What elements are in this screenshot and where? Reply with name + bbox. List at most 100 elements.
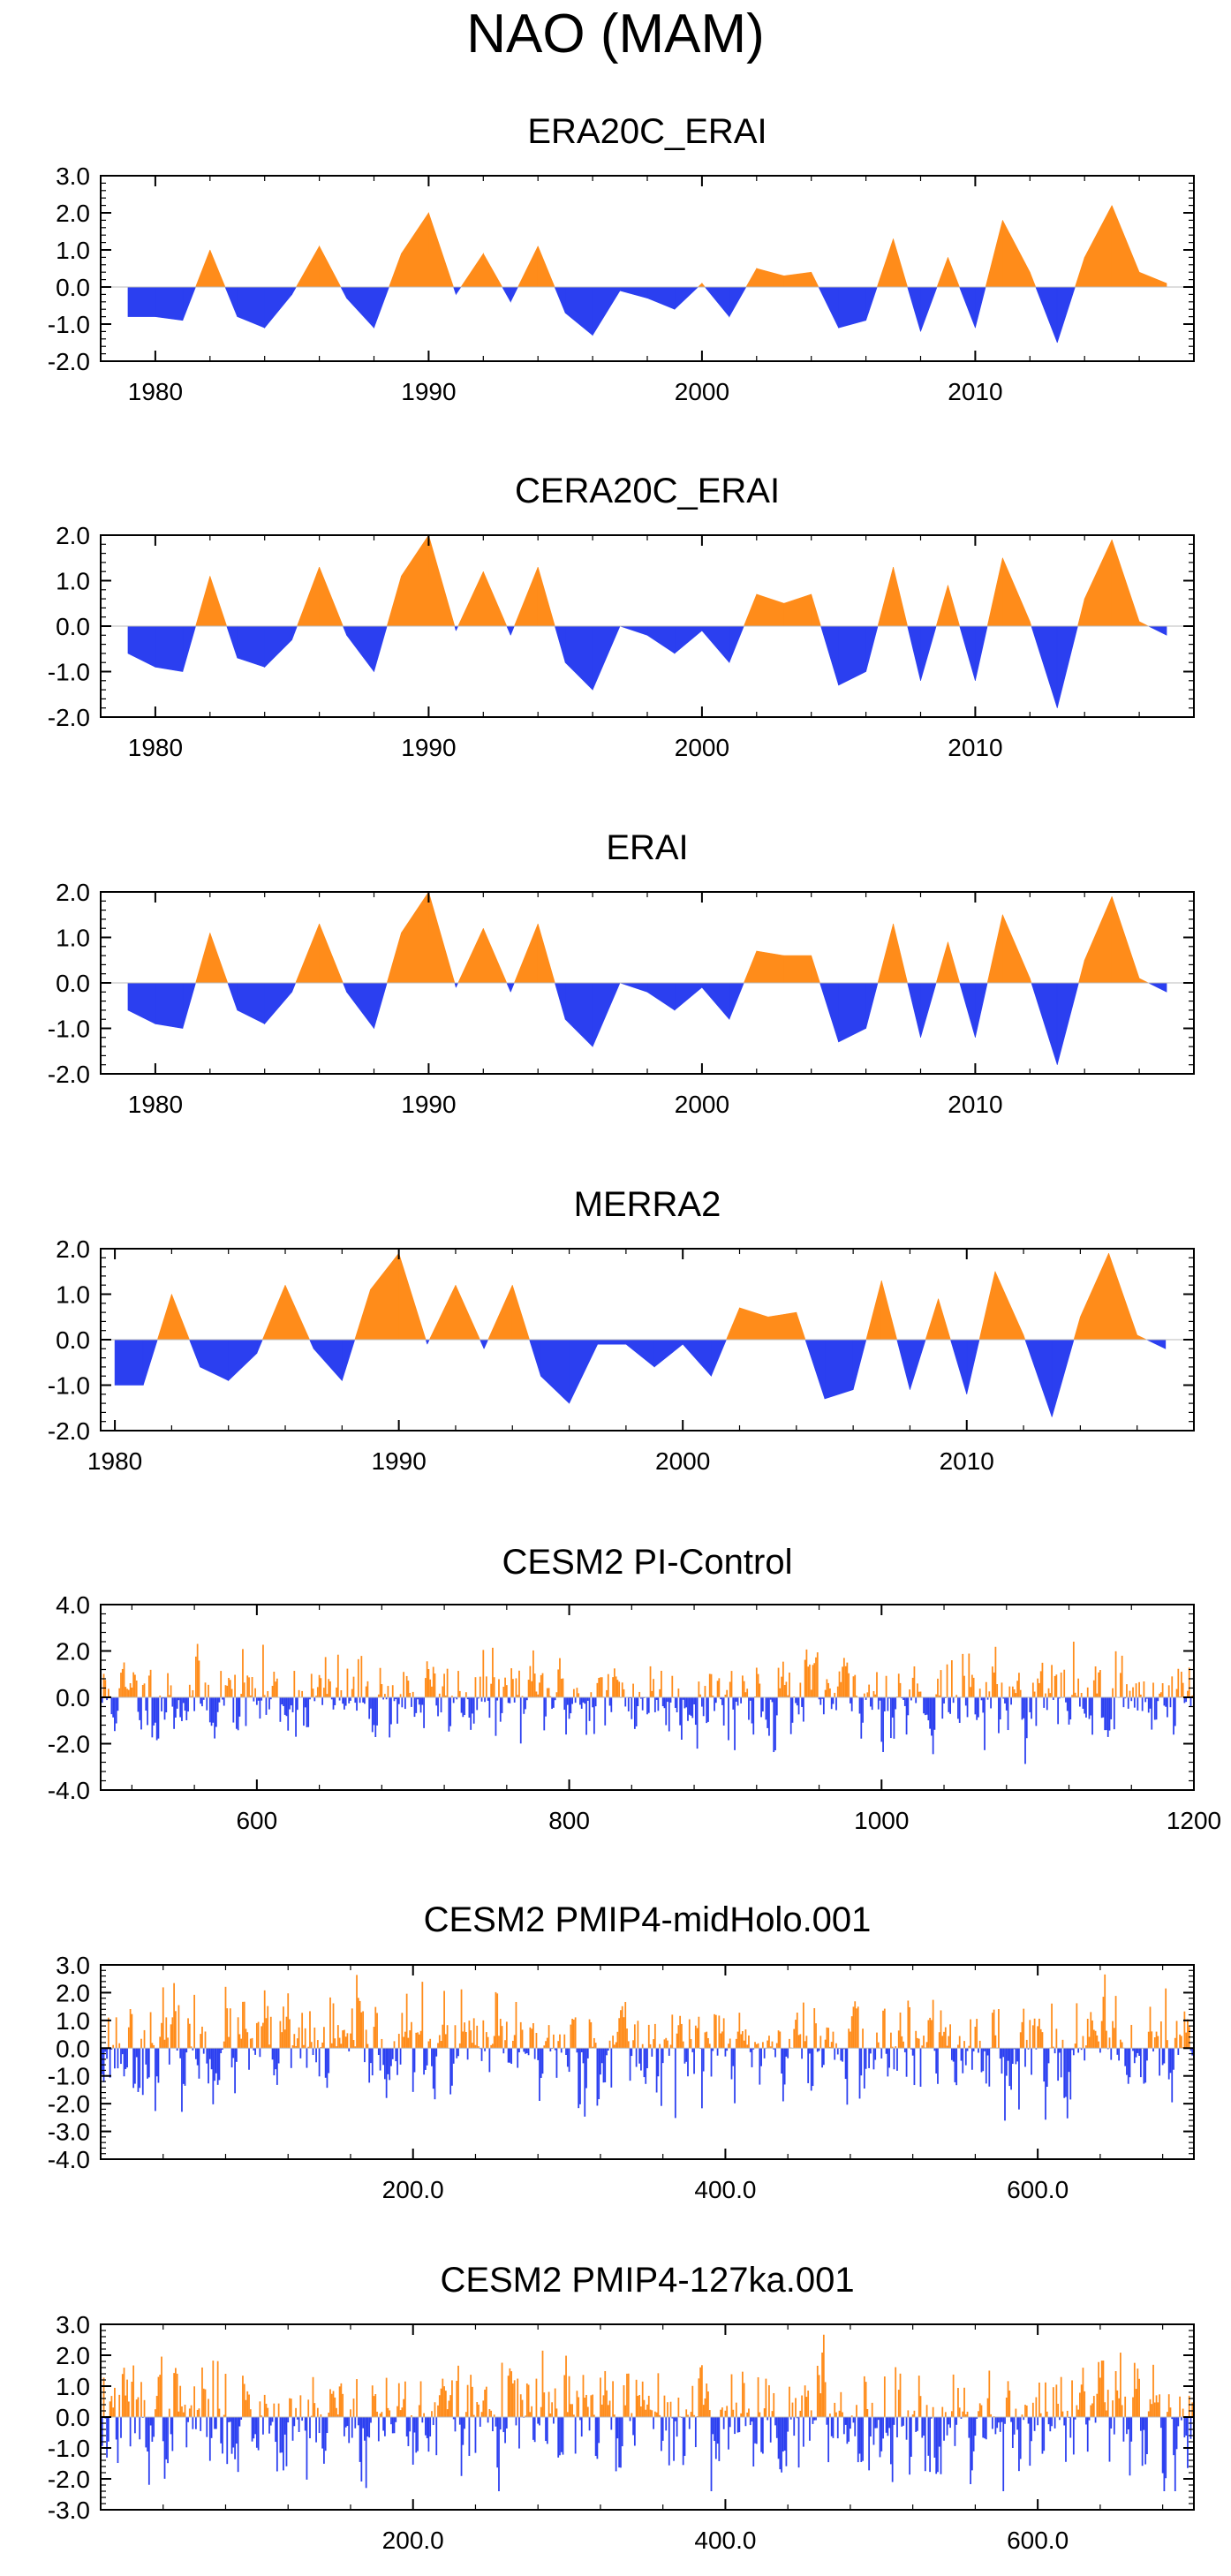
positive-bar [631,2413,633,2417]
negative-bar [396,2048,398,2075]
positive-bar [464,1692,467,1697]
positive-bar [517,2378,519,2417]
positive-bar [907,2000,910,2049]
negative-bar [283,2417,286,2435]
positive-bar [1182,2047,1184,2049]
negative-bar [220,2048,223,2054]
negative-bar [279,1697,282,1722]
negative-bar [984,2417,986,2439]
negative-bar [215,2417,217,2429]
positive-bar [293,1671,296,1697]
positive-bar [724,2410,727,2417]
positive-bar [115,2017,117,2049]
positive-bar [496,1993,499,2049]
positive-bar [531,2406,533,2417]
positive-bar [507,2376,510,2417]
negative-bar [957,1697,959,1719]
positive-area-segment [457,571,484,627]
negative-bar [863,2048,865,2089]
negative-bar [693,1697,695,1705]
positive-bar [485,2386,487,2417]
negative-bar [448,1697,450,1732]
positive-bar [1102,2361,1105,2417]
positive-bar [336,2407,337,2417]
negative-bar [220,2417,223,2444]
positive-bar [307,2046,310,2049]
negative-bar [948,2417,950,2425]
positive-area-segment [537,246,555,288]
negative-bar [1005,2048,1008,2076]
positive-bar [909,2006,911,2049]
negative-bar [950,2048,953,2060]
negative-bar [389,1697,391,1738]
positive-bar [1072,1641,1075,1697]
negative-bar [789,1697,792,1734]
negative-bar [458,2417,461,2425]
positive-bar [856,2008,857,2049]
positive-bar [329,1681,331,1697]
negative-area-segment [619,982,648,993]
positive-bar [1112,1688,1114,1697]
positive-bar [707,2391,709,2417]
positive-bar [498,2036,500,2049]
positive-area-segment [401,212,429,288]
negative-bar [1071,2048,1073,2051]
positive-bar [237,2017,239,2049]
negative-bar [342,1697,344,1704]
positive-area-segment [1084,896,1113,984]
negative-bar [488,1697,491,1719]
positive-bar [799,1682,802,1697]
negative-bar [502,2048,505,2054]
negative-bar [618,2417,621,2468]
negative-area-segment [506,625,511,636]
positive-bar [409,1692,412,1697]
positive-bar [836,1686,839,1697]
negative-bar [1059,1697,1061,1699]
positive-bar [295,2407,297,2417]
positive-bar [170,2024,172,2049]
positive-bar [472,2414,475,2417]
positive-bar [801,2395,803,2417]
negative-bar [880,2048,883,2059]
negative-bar [1173,2417,1174,2456]
negative-bar [276,2417,278,2472]
positive-bar [866,1692,869,1697]
x-tick-label: 1990 [371,1447,426,1475]
positive-bar [972,1677,975,1697]
negative-bar [1116,2048,1119,2055]
negative-bar [472,1697,473,1714]
positive-bar [974,2026,977,2049]
negative-area-segment [838,625,866,686]
y-tick-label: -3.0 [48,2497,90,2524]
negative-bar [1094,2417,1097,2423]
positive-bar [251,2037,253,2049]
positive-bar [287,1993,290,2049]
negative-bar [495,2417,497,2427]
positive-bar [746,1688,749,1697]
negative-bar [181,1697,183,1721]
negative-bar [106,2417,108,2458]
negative-area-segment [896,1339,910,1390]
positive-bar [570,2404,572,2417]
y-tick-label: 1.0 [56,237,90,264]
negative-bar [769,1697,772,1700]
negative-bar [1143,2417,1145,2430]
negative-bar [393,1697,396,1702]
negative-bar [513,1697,516,1703]
negative-bar [716,2417,719,2444]
positive-bar [371,2385,374,2417]
positive-bar [515,1678,517,1697]
negative-bar [749,2048,751,2052]
positive-bar [641,2381,644,2417]
negative-bar [832,1697,835,1704]
positive-bar [356,2379,358,2417]
negative-bar [551,1697,553,1710]
negative-bar [1023,1697,1025,1719]
negative-bar [537,2417,540,2424]
negative-bar [819,1697,822,1705]
negative-bar [600,2048,603,2064]
negative-bar [254,2048,256,2055]
negative-bar [661,2048,662,2106]
positive-bar [401,2013,404,2049]
negative-bar [1033,2417,1036,2431]
